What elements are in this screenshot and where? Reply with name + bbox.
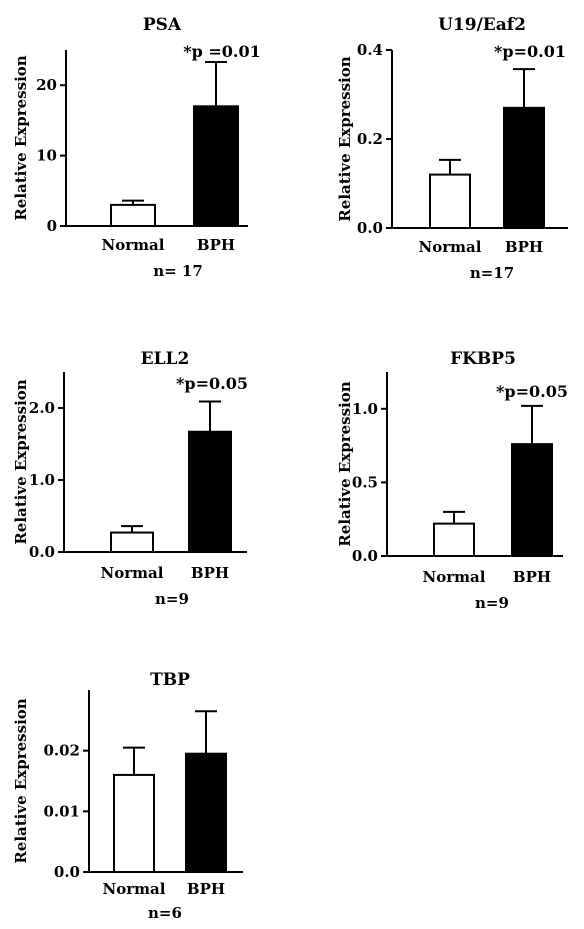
bar-bph bbox=[188, 430, 232, 554]
chart-title: FKBP5 bbox=[450, 349, 516, 369]
bar-bph bbox=[193, 105, 239, 227]
bar-normal bbox=[110, 531, 154, 553]
y-tick-label: 10 bbox=[36, 147, 57, 165]
x-category-label: BPH bbox=[187, 880, 225, 898]
y-tick-label: 1.0 bbox=[352, 400, 378, 418]
y-tick-label: 20 bbox=[36, 76, 57, 94]
y-tick-label: 0.5 bbox=[352, 473, 378, 491]
significance-label: *p =0.01 bbox=[183, 42, 261, 61]
bar-normal bbox=[429, 173, 471, 230]
y-axis-label: Relative Expression bbox=[12, 55, 30, 220]
bar-normal bbox=[433, 522, 475, 558]
x-category-label: BPH bbox=[505, 238, 543, 256]
y-tick-label: 1.0 bbox=[29, 471, 55, 489]
y-tick-label: 0.4 bbox=[357, 41, 383, 59]
chart-title: U19/Eaf2 bbox=[438, 15, 526, 35]
x-category-label: BPH bbox=[513, 568, 551, 586]
y-axis-label: Relative Expression bbox=[12, 698, 30, 863]
significance-label: *p=0.01 bbox=[494, 42, 566, 61]
x-category-label: Normal bbox=[423, 568, 486, 586]
chart-title: PSA bbox=[143, 15, 182, 35]
y-tick-label: 0.0 bbox=[357, 219, 383, 237]
chart-panel: TBP Relative Expression 0.0 0.01 0.02 Normal B… bbox=[12, 670, 243, 922]
y-tick-label: 0.2 bbox=[357, 130, 383, 148]
y-tick-label: 2.0 bbox=[29, 399, 55, 417]
x-category-label: Normal bbox=[419, 238, 482, 256]
sample-size-label: n=9 bbox=[155, 590, 189, 608]
bar-bph bbox=[503, 106, 545, 229]
sample-size-label: n=17 bbox=[470, 264, 514, 282]
y-axis-label: Relative Expression bbox=[336, 56, 354, 221]
y-axis-label: Relative Expression bbox=[12, 379, 30, 544]
y-axis-label: Relative Expression bbox=[336, 381, 354, 546]
y-tick-label: 0 bbox=[47, 217, 57, 235]
chart-title: TBP bbox=[150, 670, 190, 690]
sample-size-label: n=9 bbox=[475, 594, 509, 612]
bar-bph bbox=[185, 752, 227, 874]
bar-normal bbox=[113, 773, 155, 874]
y-tick-label: 0.0 bbox=[352, 547, 378, 565]
x-category-label: Normal bbox=[103, 880, 166, 898]
x-category-label: BPH bbox=[191, 564, 229, 582]
chart-panel: PSA Relative Expression 0 10 20 Normal BPH *p =… bbox=[12, 15, 261, 280]
sample-size-label: n=6 bbox=[148, 904, 182, 922]
y-tick-label: 0.0 bbox=[29, 543, 55, 561]
y-tick-label: 0.02 bbox=[43, 742, 80, 760]
sample-size-label: n= 17 bbox=[153, 262, 203, 280]
bar-bph bbox=[511, 443, 553, 557]
y-tick-label: 0.0 bbox=[54, 863, 80, 881]
y-tick-label: 0.01 bbox=[43, 802, 80, 820]
chart-title: ELL2 bbox=[141, 349, 190, 369]
significance-label: *p=0.05 bbox=[176, 374, 248, 393]
bar-normal bbox=[110, 203, 156, 228]
x-category-label: BPH bbox=[197, 236, 235, 254]
x-category-label: Normal bbox=[101, 564, 164, 582]
significance-label: *p=0.05 bbox=[496, 382, 568, 401]
x-category-label: Normal bbox=[102, 236, 165, 254]
